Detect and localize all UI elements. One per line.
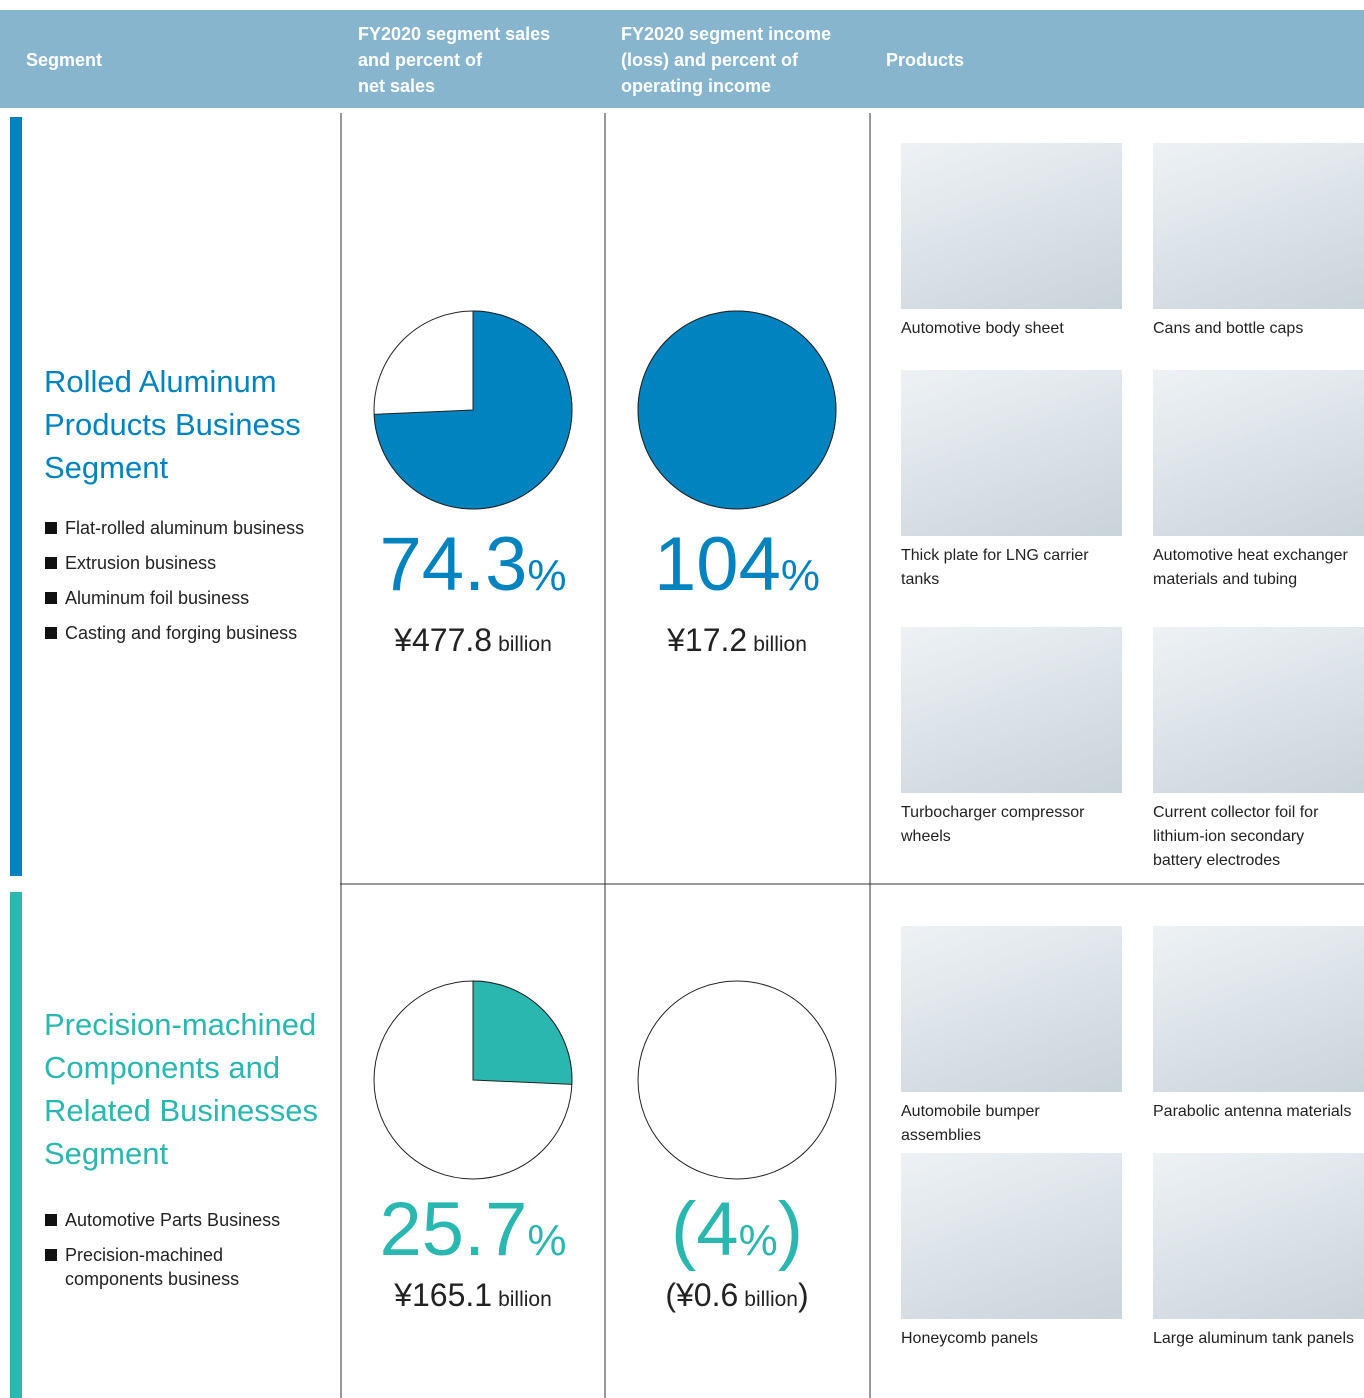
header-text: Products	[886, 50, 965, 70]
business: components business	[65, 1269, 240, 1289]
segment-bar	[10, 117, 22, 876]
header-text: and percent of	[358, 50, 483, 70]
segment-bar	[10, 892, 22, 1398]
product-image	[1153, 1153, 1364, 1319]
product-caption: wheels	[901, 828, 951, 845]
bullet	[45, 1214, 57, 1226]
percent: 25.7%	[343, 1185, 603, 1296]
header-band	[0, 10, 1364, 108]
bullet	[45, 557, 57, 569]
bullet	[45, 592, 57, 604]
product-caption: Parabolic antenna materials	[1153, 1103, 1352, 1120]
product-image	[1153, 143, 1364, 309]
product-image	[901, 926, 1122, 1092]
amount-number: (¥0.6	[665, 1277, 739, 1313]
amount-number: ¥165.1	[394, 1277, 493, 1313]
product-image	[1153, 370, 1364, 536]
product-image	[1153, 627, 1364, 793]
product-image	[901, 1153, 1122, 1319]
percent-number: 25.7	[379, 1187, 528, 1272]
percent-number: (4	[670, 1187, 739, 1272]
header-text: FY2020 segment sales	[358, 24, 551, 44]
product-caption: Honeycomb panels	[901, 1330, 1038, 1347]
header-text: Segment	[26, 50, 103, 70]
product-image	[1153, 926, 1364, 1092]
percent: (4%)	[607, 1185, 867, 1296]
business: Aluminum foil business	[65, 588, 250, 608]
segment-title: Segment	[44, 450, 169, 485]
product-caption: Turbocharger compressor	[901, 804, 1085, 821]
segment-title: Related Businesses	[44, 1093, 318, 1128]
amount-suffix: )	[797, 1277, 809, 1313]
segment-title: Products Business	[44, 407, 301, 442]
product-caption: Cans and bottle caps	[1153, 320, 1304, 337]
product-caption: materials and tubing	[1153, 571, 1298, 588]
header-text: FY2020 segment income	[621, 24, 832, 44]
product-caption: Automobile bumper	[901, 1103, 1040, 1120]
pie-slice	[472, 980, 573, 1085]
product-caption: lithium-ion secondary	[1153, 828, 1305, 845]
bullet	[45, 522, 57, 534]
percent-unit: %	[780, 551, 820, 600]
percent-number: 74.3	[379, 522, 528, 607]
segment-title: Rolled Aluminum	[44, 364, 277, 399]
product-image	[901, 627, 1122, 793]
product-image	[901, 370, 1122, 536]
pie-slice	[637, 310, 837, 510]
header-text: net sales	[358, 76, 436, 96]
amount-number: ¥17.2	[667, 622, 748, 658]
business: Extrusion business	[65, 553, 217, 573]
percent-number: 104	[654, 522, 781, 607]
amount: (¥0.6 billion)	[607, 1273, 867, 1324]
header-text: operating income	[621, 76, 772, 96]
percent-unit: %	[738, 1216, 778, 1265]
business: Flat-rolled aluminum business	[65, 518, 305, 538]
segment-title: Segment	[44, 1136, 169, 1171]
pie-slice	[373, 310, 573, 510]
percent: 104%	[607, 520, 867, 631]
product-caption: battery electrodes	[1153, 852, 1281, 869]
product-caption: Automotive body sheet	[901, 320, 1064, 337]
amount-unit: billion	[753, 633, 807, 656]
business: Automotive Parts Business	[65, 1210, 281, 1230]
bullet	[45, 1249, 57, 1261]
product-caption: Large aluminum tank panels	[1153, 1330, 1355, 1347]
segment-title: Components and	[44, 1050, 281, 1085]
bullet	[45, 627, 57, 639]
amount-unit: billion	[744, 1288, 798, 1311]
amount: ¥17.2 billion	[607, 618, 867, 669]
percent-suffix: )	[777, 1187, 803, 1272]
pie-outline	[637, 980, 837, 1180]
product-caption: Thick plate for LNG carrier	[901, 547, 1089, 564]
segment-title: Precision-machined	[44, 1007, 317, 1042]
product-caption: tanks	[901, 571, 940, 588]
product-caption: Automotive heat exchanger	[1153, 547, 1348, 564]
amount-number: ¥477.8	[394, 622, 493, 658]
percent-unit: %	[527, 1216, 567, 1265]
amount: ¥477.8 billion	[343, 618, 603, 669]
percent: 74.3%	[343, 520, 603, 631]
product-caption: assemblies	[901, 1127, 982, 1144]
amount: ¥165.1 billion	[343, 1273, 603, 1324]
header-text: (loss) and percent of	[621, 50, 799, 70]
business: Casting and forging business	[65, 623, 298, 643]
amount-unit: billion	[498, 633, 552, 656]
product-caption: Current collector foil for	[1153, 804, 1319, 821]
percent-unit: %	[527, 551, 567, 600]
amount-unit: billion	[498, 1288, 552, 1311]
product-image	[901, 143, 1122, 309]
business: Precision-machined	[65, 1245, 224, 1265]
